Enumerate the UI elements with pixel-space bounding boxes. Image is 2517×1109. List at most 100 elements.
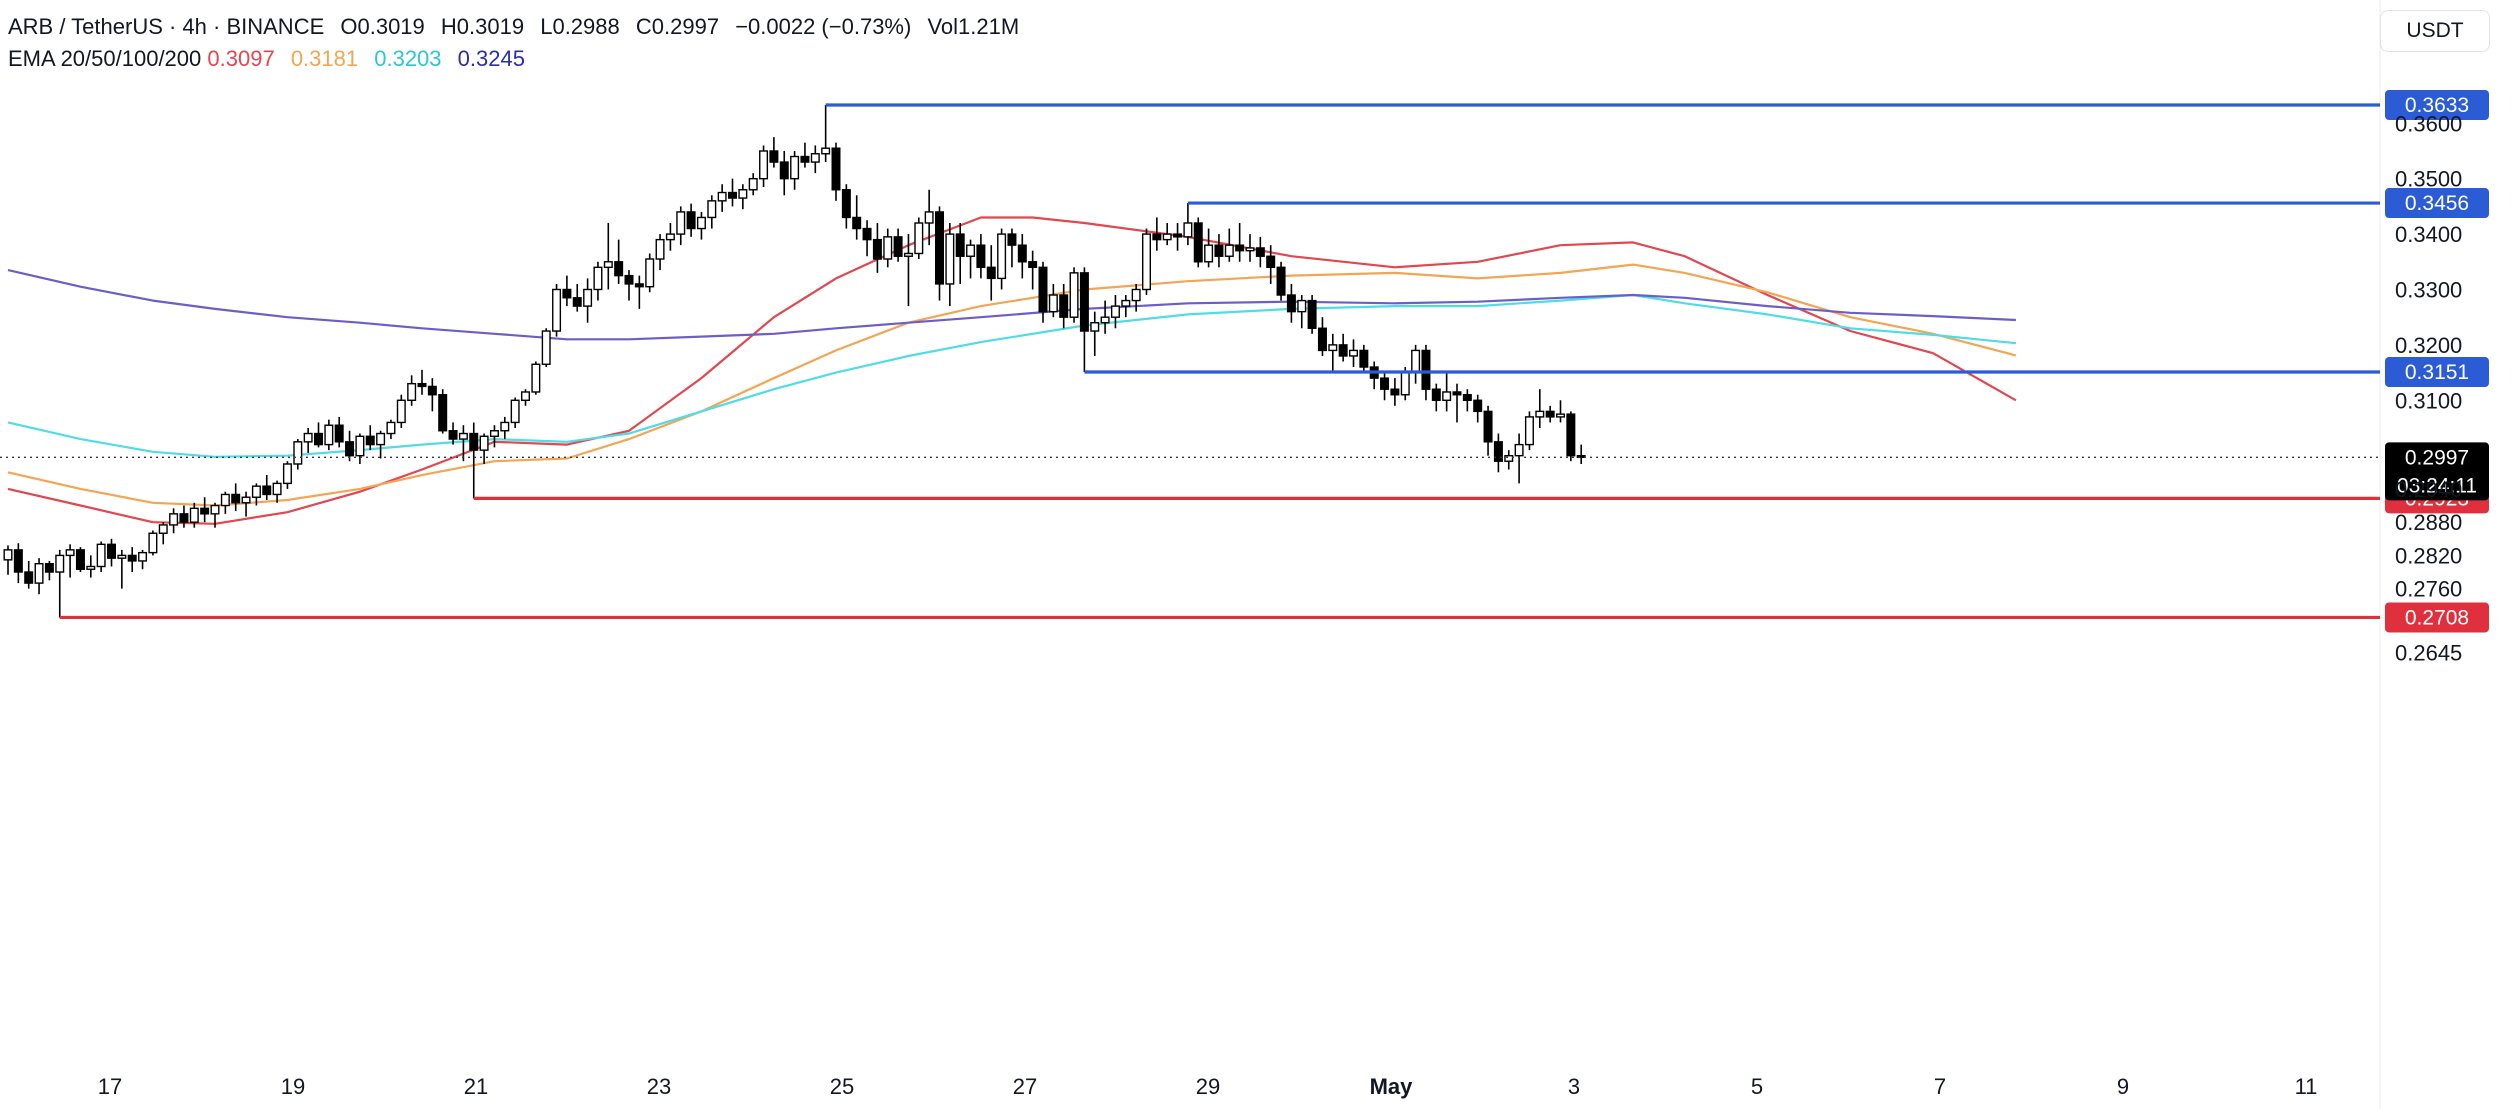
candle-body <box>552 288 562 332</box>
candle-body <box>1007 233 1017 246</box>
candle-body <box>510 399 520 424</box>
time-tick-label: 5 <box>1751 1074 1763 1099</box>
candle-body <box>262 485 272 496</box>
time-tick-label: 17 <box>98 1074 122 1099</box>
candle-body <box>1359 349 1369 368</box>
ema-legend: EMA 20/50/100/200 0.3097 0.3181 0.3203 0… <box>8 46 535 72</box>
time-tick-label: 11 <box>2295 1074 2318 1099</box>
candle-body <box>531 363 541 393</box>
candle-body <box>1183 222 1193 238</box>
candle-body <box>717 191 727 202</box>
currency-button[interactable]: USDT <box>2380 10 2490 52</box>
last-price-badge <box>2385 442 2489 501</box>
candle-body <box>1131 288 1141 302</box>
countdown-label: 03:24:11 <box>2397 474 2477 497</box>
candle-body <box>1193 222 1203 263</box>
ema100-value: 0.3203 <box>374 46 442 71</box>
ema-label: EMA 20/50/100/200 <box>8 46 202 71</box>
candle-body <box>976 244 986 269</box>
candle-body <box>914 222 924 255</box>
price-tick-label: 0.3200 <box>2395 333 2462 358</box>
candle-body <box>272 482 282 496</box>
candle-body <box>1059 294 1069 318</box>
candle-body <box>65 549 75 557</box>
time-tick-label: 23 <box>647 1074 671 1099</box>
candle-body <box>1121 299 1131 307</box>
candle-body <box>210 504 220 515</box>
price-tick-label: 0.3100 <box>2395 388 2462 413</box>
candle-body <box>1028 261 1038 269</box>
candle-body <box>1235 244 1245 252</box>
candle-body <box>148 532 158 554</box>
candle-body <box>458 432 468 440</box>
candle-body <box>593 266 603 291</box>
symbol-legend: ARB / TetherUS · 4h · BINANCE O0.3019 H0… <box>8 14 1029 40</box>
candle-body <box>945 233 955 285</box>
candle-body <box>1462 394 1472 401</box>
candle-body <box>303 432 313 443</box>
candle-body <box>86 565 96 570</box>
level-badge-label: 0.3633 <box>2405 94 2469 117</box>
candle-body <box>1535 410 1545 418</box>
time-tick-label: 25 <box>830 1074 854 1099</box>
candle-body <box>1079 272 1089 332</box>
candle-body <box>686 211 696 230</box>
level-badge <box>2385 188 2489 219</box>
candle-body <box>189 507 199 523</box>
candle-body <box>1276 266 1286 296</box>
candle-body <box>583 288 593 307</box>
high-value: H0.3019 <box>440 14 525 39</box>
candle-body <box>1431 388 1441 401</box>
candle-body <box>251 485 261 498</box>
close-value: C0.2997 <box>635 14 720 39</box>
candle-body <box>955 233 965 257</box>
candle-body <box>614 261 624 277</box>
time-tick-label: 29 <box>1196 1074 1220 1099</box>
candle-body <box>127 554 137 562</box>
candle-body <box>241 496 251 504</box>
price-tick-label: 0.3300 <box>2395 277 2462 302</box>
candle-body <box>1038 266 1048 313</box>
candle-body <box>665 233 675 241</box>
candle-body <box>1141 233 1151 291</box>
candle-body <box>821 147 831 155</box>
candle-body <box>841 189 851 219</box>
candle-body <box>1100 316 1110 324</box>
time-tick-label: May <box>1370 1074 1414 1099</box>
candle-body <box>231 493 241 504</box>
candle-body <box>169 513 179 526</box>
candle-body <box>1017 244 1027 263</box>
candle-body <box>469 432 479 451</box>
time-tick-label: 21 <box>464 1074 488 1099</box>
price-tick-label: 0.3600 <box>2395 111 2462 136</box>
candle-body <box>500 421 510 432</box>
candle-body <box>883 236 893 260</box>
candle-body <box>728 191 738 199</box>
candle-body <box>810 153 820 163</box>
candle-body <box>1576 454 1586 459</box>
candle-body <box>1421 349 1431 390</box>
candle-body <box>1048 294 1058 313</box>
open-value: O0.3019 <box>340 14 425 39</box>
candle-body <box>1514 443 1524 457</box>
candle-body <box>1214 244 1224 257</box>
candle-body <box>1110 305 1120 318</box>
candle-body <box>1545 410 1555 418</box>
candle-body <box>386 421 396 435</box>
candle-body <box>655 238 665 260</box>
candle-body <box>345 441 355 457</box>
last-price-label: 0.2997 <box>2405 446 2469 469</box>
candle-body <box>24 571 34 584</box>
time-tick-label: 7 <box>1934 1074 1946 1099</box>
candle-body <box>624 274 634 285</box>
candle-body <box>138 551 148 562</box>
candle-body <box>541 330 551 365</box>
price-tick-label: 0.3400 <box>2395 222 2462 247</box>
candle-body <box>1390 388 1400 396</box>
candle-body <box>1473 399 1483 413</box>
level-badge-label: 0.3151 <box>2405 361 2469 384</box>
candle-body <box>1411 349 1421 374</box>
level-badge <box>2385 90 2489 120</box>
candle-body <box>1090 322 1100 332</box>
